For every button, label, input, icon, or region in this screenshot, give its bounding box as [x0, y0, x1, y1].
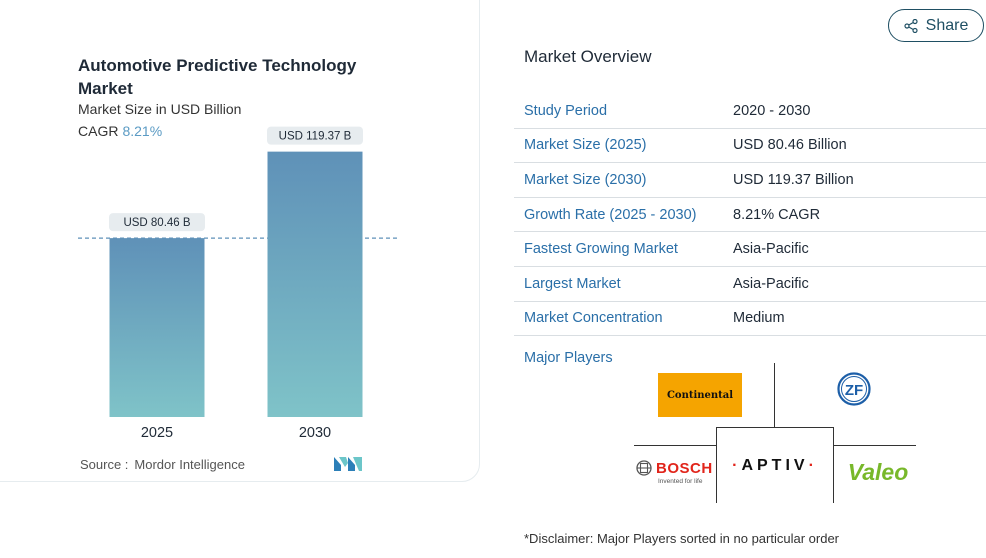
players-divider-vertical: [774, 363, 775, 427]
bosch-tagline: Invented for life: [658, 477, 703, 485]
row-value: 8.21% CAGR: [733, 206, 821, 223]
table-row: Largest Market Asia-Pacific: [514, 267, 986, 302]
row-value: USD 119.37 Billion: [733, 171, 854, 188]
valeo-wordmark: Valeo: [847, 458, 909, 485]
row-key: Market Size (2025): [524, 137, 647, 154]
row-value: Asia-Pacific: [733, 275, 809, 292]
bosch-armature-icon: [636, 460, 652, 476]
row-key: Market Concentration: [524, 310, 663, 327]
data-label-bg: [109, 213, 205, 232]
x-tick-label: 2030: [299, 425, 331, 441]
table-row: Market Size (2025) USD 80.46 Billion: [514, 129, 986, 164]
row-key: Fastest Growing Market: [524, 241, 678, 258]
major-players-title: Major Players: [524, 350, 613, 366]
share-button[interactable]: Share: [888, 9, 984, 42]
chart-card: [0, 0, 480, 482]
bosch-logo: BOSCH Invented for life: [636, 457, 712, 487]
overview-table: Study Period 2020 - 2030 Market Size (202…: [514, 94, 986, 337]
cagr-label: CAGR: [78, 123, 119, 139]
row-key: Market Size (2030): [524, 171, 647, 188]
data-label-bg: [267, 126, 363, 145]
zf-logo: ZF: [837, 372, 871, 406]
data-label: USD 80.46 B: [123, 217, 190, 229]
table-row: Growth Rate (2025 - 2030) 8.21% CAGR: [514, 198, 986, 233]
row-value: USD 80.46 Billion: [733, 137, 847, 154]
source-label: Source :: [80, 457, 129, 472]
aptiv-logo: ·APTIV·: [732, 456, 818, 474]
table-row: Market Size (2030) USD 119.37 Billion: [514, 163, 986, 198]
chart-subtitle: Market Size in USD Billion: [78, 101, 242, 117]
source-value: Mordor Intelligence: [134, 457, 245, 472]
table-row: Study Period 2020 - 2030: [514, 94, 986, 129]
players-divider-right: [834, 445, 916, 446]
continental-wordmark: Continental: [666, 389, 734, 401]
aptiv-wordmark: APTIV: [741, 456, 809, 474]
valeo-logo: Valeo: [842, 452, 914, 492]
mordor-intelligence-logo: [334, 457, 362, 471]
share-label: Share: [925, 16, 969, 34]
chart-source: Source : Mordor Intelligence: [80, 457, 245, 472]
bar-2025: [109, 238, 205, 417]
market-overview-title: Market Overview: [524, 47, 652, 66]
continental-logo: Continental: [658, 373, 742, 417]
row-key: Largest Market: [524, 275, 621, 292]
bar-2030: [267, 151, 363, 418]
table-row: Market Concentration Medium: [514, 302, 986, 337]
x-tick-label: 2025: [141, 425, 173, 441]
chart-title: Automotive Predictive Technology Market: [78, 56, 357, 98]
table-row: Fastest Growing Market Asia-Pacific: [514, 232, 986, 267]
row-value: 2020 - 2030: [733, 102, 811, 119]
zf-wordmark: ZF: [845, 382, 863, 399]
cagr-line: CAGR 8.21%: [78, 123, 162, 139]
bar-chart: USD 80.46 B 2025 USD 119.37 B 2030: [78, 126, 398, 441]
row-key: Growth Rate (2025 - 2030): [524, 206, 697, 223]
players-divider-left: [634, 445, 716, 446]
data-label: USD 119.37 B: [279, 131, 352, 143]
bosch-wordmark: BOSCH: [656, 459, 713, 477]
cagr-value: 8.21%: [122, 123, 163, 139]
row-value: Medium: [733, 310, 785, 327]
row-key: Study Period: [524, 102, 608, 119]
row-value: Asia-Pacific: [733, 241, 809, 258]
players-disclaimer: *Disclaimer: Major Players sorted in no …: [524, 531, 840, 546]
share-icon: [904, 18, 918, 33]
aptiv-logo-box: ·APTIV·: [716, 427, 834, 503]
